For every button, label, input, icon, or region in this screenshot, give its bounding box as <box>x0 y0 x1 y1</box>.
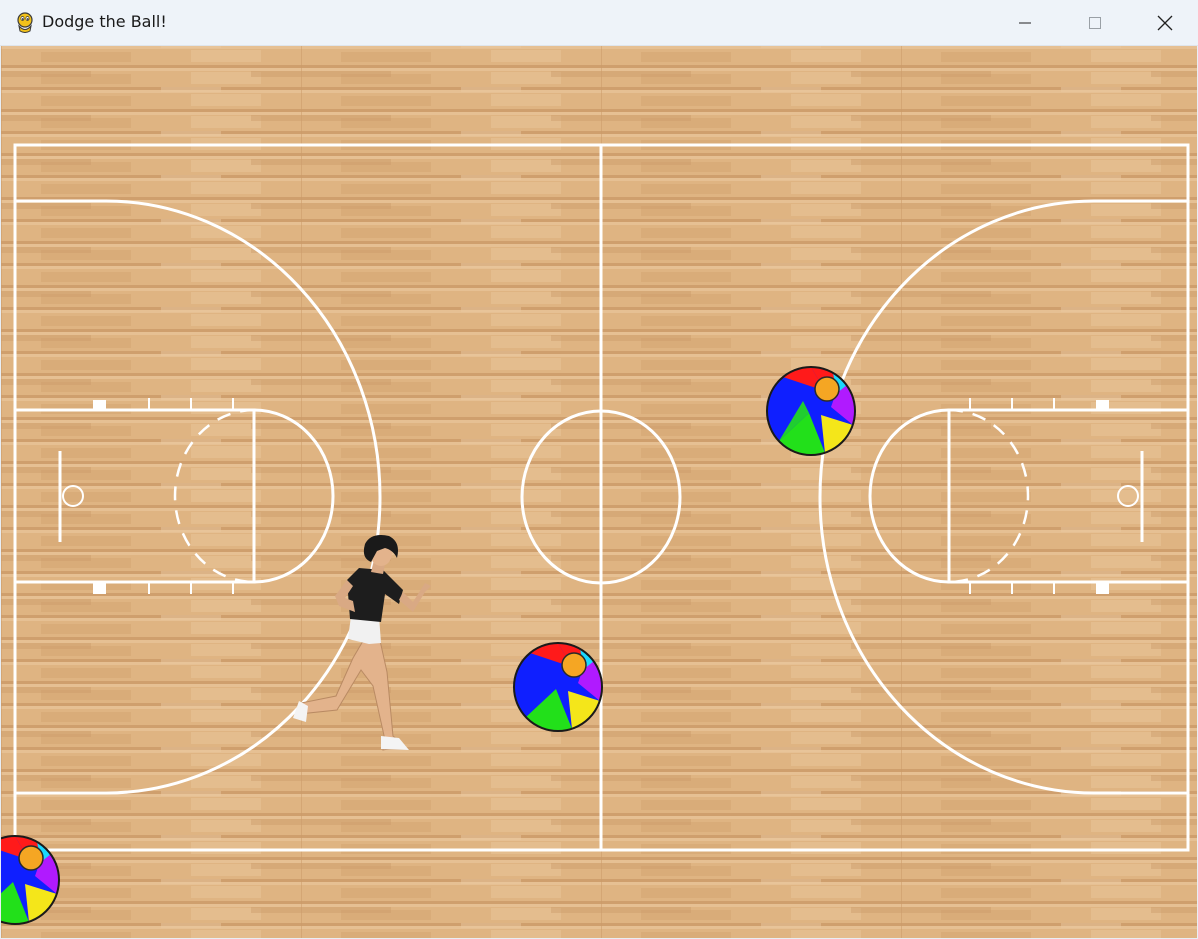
player-sprite <box>293 535 431 751</box>
maximize-button[interactable] <box>1060 0 1130 46</box>
beach-ball <box>513 642 603 732</box>
beach-ball <box>1 835 60 925</box>
close-button[interactable] <box>1130 0 1198 46</box>
close-icon <box>1157 15 1173 31</box>
minimize-button[interactable] <box>990 0 1060 46</box>
court-scene <box>1 46 1197 938</box>
court-lines <box>13 143 1190 852</box>
game-canvas[interactable] <box>1 46 1197 938</box>
minimize-icon <box>1019 22 1031 24</box>
window-title: Dodge the Ball! <box>42 12 167 31</box>
pygame-snake-icon <box>17 12 33 33</box>
title-bar[interactable]: Dodge the Ball! <box>0 0 1198 46</box>
maximize-icon <box>1089 17 1101 29</box>
beach-ball <box>766 366 856 456</box>
